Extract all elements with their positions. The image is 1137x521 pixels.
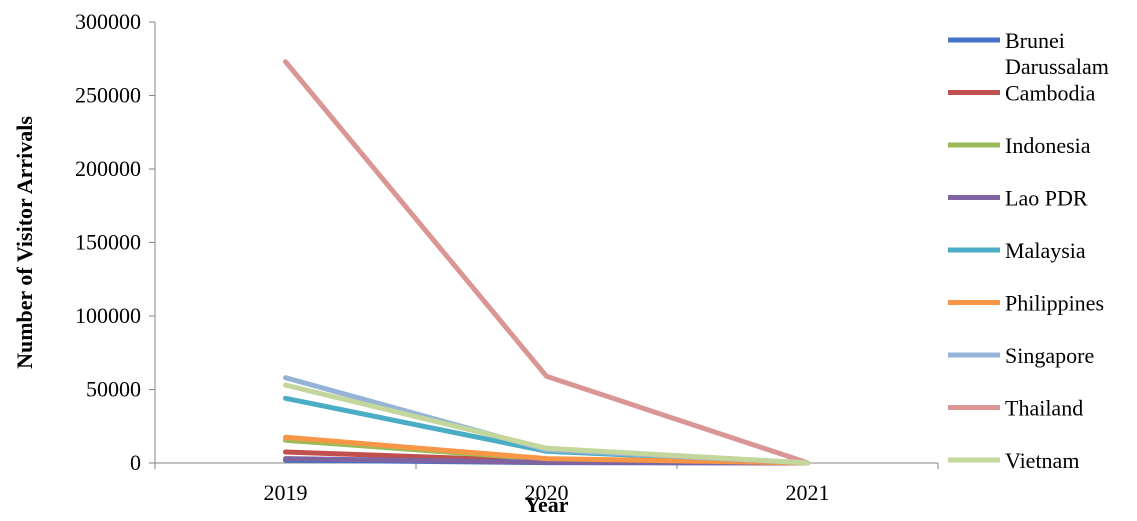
legend-label-brunei-darussalam: Brunei Darussalam [1005, 28, 1109, 79]
y-tick-label: 100000 [75, 303, 141, 328]
y-tick-label: 250000 [75, 83, 141, 108]
y-tick-label: 150000 [75, 230, 141, 255]
series-line-thailand [283, 59, 810, 466]
series-lines [283, 59, 810, 466]
legend-label-cambodia: Cambodia [1005, 81, 1096, 106]
legend-label-vietnam: Vietnam [1005, 448, 1079, 473]
legend-label-malaysia: Malaysia [1005, 238, 1086, 263]
y-axis-title: Number of Visitor Arrivals [12, 116, 37, 369]
x-axis-title: Year [525, 492, 569, 517]
y-tick-label: 200000 [75, 156, 141, 181]
legend-label-indonesia: Indonesia [1005, 133, 1091, 158]
y-tick-label: 50000 [86, 377, 141, 402]
x-tick-label: 2021 [786, 480, 830, 505]
legend-label-singapore: Singapore [1005, 343, 1094, 368]
x-tick-label: 2020 [525, 480, 569, 505]
x-tick-label: 2019 [264, 480, 308, 505]
y-axis-ticks: 0 50000 100000 150000 200000 250000 300000 [75, 9, 155, 475]
series-line-philippines [283, 434, 810, 466]
y-tick-label: 0 [130, 450, 141, 475]
legend-label-philippines: Philippines [1005, 291, 1104, 316]
legend-label-thailand: Thailand [1005, 396, 1083, 421]
y-tick-label: 300000 [75, 9, 141, 34]
legend-label-lao-pdr: Lao PDR [1005, 186, 1088, 211]
x-axis-ticks: 2019 2020 2021 [154, 463, 939, 505]
series-line-vietnam [283, 382, 810, 466]
